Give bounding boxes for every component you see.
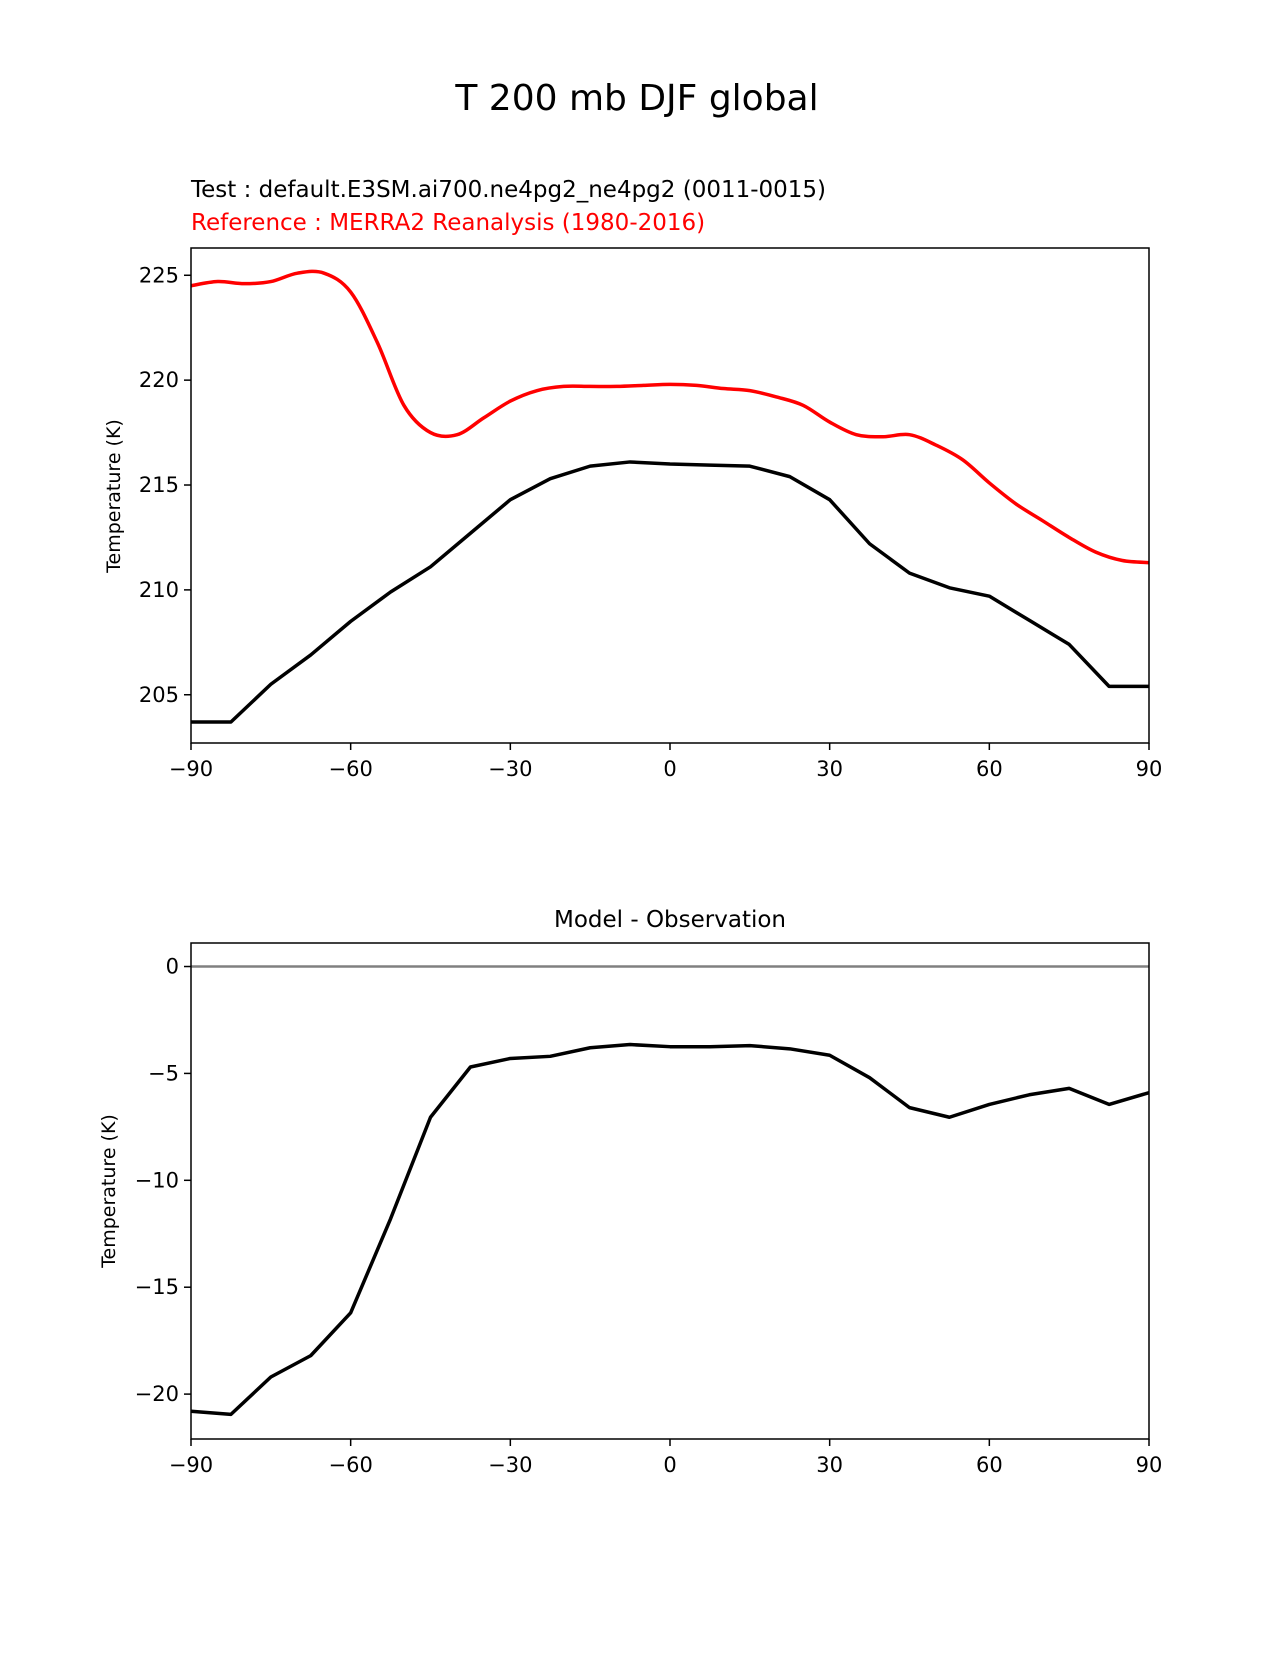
top-series-group <box>190 269 1150 724</box>
y-tick-label: 0 <box>166 955 179 979</box>
figure-suptitle: T 200 mb DJF global <box>454 78 818 119</box>
top-panel: Test : default.E3SM.ai700.ne4pg2_ne4pg2 … <box>103 177 1162 781</box>
x-tick-label: −90 <box>169 757 213 781</box>
y-tick-label: 225 <box>139 263 179 287</box>
x-tick-label: −30 <box>488 1453 532 1477</box>
series-line-difference <box>190 1042 1150 1417</box>
bottom-axes-frame <box>190 942 1150 1440</box>
x-tick-label: −60 <box>329 757 373 781</box>
x-tick-label: −30 <box>488 757 532 781</box>
reference-label: Reference : MERRA2 Reanalysis (1980-2016… <box>191 210 705 236</box>
x-tick-label: −60 <box>329 1453 373 1477</box>
top-y-axis: 205 210 215 220 225 <box>139 263 191 707</box>
x-tick-label: 0 <box>663 757 676 781</box>
y-tick-label: −5 <box>148 1061 179 1085</box>
x-tick-label: 90 <box>1136 1453 1163 1477</box>
test-label: Test : default.E3SM.ai700.ne4pg2_ne4pg2 … <box>190 177 826 203</box>
y-tick-label: 205 <box>139 683 179 707</box>
y-tick-label: −20 <box>135 1382 179 1406</box>
top-y-axis-label: Temperature (K) <box>103 419 125 574</box>
y-tick-label: 215 <box>139 473 179 497</box>
x-tick-label: −90 <box>169 1453 213 1477</box>
x-tick-label: 0 <box>663 1453 676 1477</box>
x-tick-label: 90 <box>1136 757 1163 781</box>
series-line-test <box>191 460 1149 724</box>
y-tick-label: −10 <box>135 1168 179 1192</box>
bottom-title: Model - Observation <box>554 907 786 933</box>
bottom-x-axis: −90 −60 −30 0 30 60 90 <box>169 1439 1163 1477</box>
y-tick-label: 210 <box>139 578 179 602</box>
x-tick-label: 30 <box>816 1453 843 1477</box>
x-tick-label: 60 <box>976 1453 1003 1477</box>
y-tick-label: −15 <box>135 1275 179 1299</box>
x-tick-label: 30 <box>816 757 843 781</box>
bottom-panel: Model - Observation −90 −60 −30 0 30 60 90 0 −5… <box>98 907 1162 1477</box>
bottom-series-group <box>190 965 1150 1417</box>
y-tick-label: 220 <box>139 368 179 392</box>
x-tick-label: 60 <box>976 757 1003 781</box>
top-x-axis: −90 −60 −30 0 30 60 90 <box>169 743 1163 781</box>
series-line-reference <box>190 269 1150 565</box>
bottom-y-axis-label: Temperature (K) <box>98 1114 120 1269</box>
bottom-y-axis: 0 −5 −10 −15 −20 <box>135 955 191 1406</box>
